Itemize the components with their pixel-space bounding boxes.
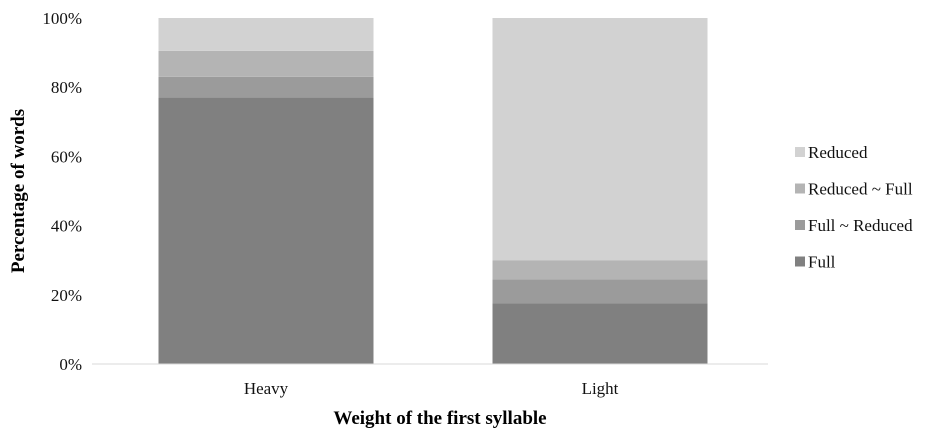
bar-segment-heavy-reduced: [158, 18, 374, 51]
legend-label: Reduced: [808, 143, 868, 162]
legend-swatch: [795, 183, 805, 194]
x-tick-labels: Heavy Light: [244, 379, 619, 398]
legend-item-full-reduced: Full ~ Reduced: [795, 216, 913, 235]
x-axis-title: Weight of the first syllable: [333, 408, 546, 429]
bar-segment-light-reduced-full: [492, 260, 708, 280]
x-tick-label-light: Light: [582, 379, 619, 398]
y-tick-label: 100%: [42, 9, 82, 28]
y-tick-label: 0%: [59, 355, 82, 374]
y-tick-label: 40%: [51, 217, 82, 236]
legend-item-reduced: Reduced: [795, 143, 868, 162]
bar-segment-heavy-full-reduced: [158, 76, 374, 98]
y-tick-label: 60%: [51, 147, 82, 166]
x-tick-label-heavy: Heavy: [244, 379, 289, 398]
y-tick-label: 20%: [51, 286, 82, 305]
legend: Reduced Reduced ~ Full Full ~ Reduced Full: [795, 143, 913, 272]
y-tick-labels: 0% 20% 40% 60% 80% 100%: [42, 9, 82, 374]
y-tick-label: 80%: [51, 78, 82, 97]
legend-swatch: [795, 256, 805, 267]
legend-item-full: Full: [795, 253, 836, 272]
legend-label: Full: [808, 253, 836, 272]
legend-label: Full ~ Reduced: [808, 216, 913, 235]
legend-swatch: [795, 220, 805, 230]
bar-segment-heavy-full: [158, 97, 374, 364]
bar-segment-light-reduced: [492, 18, 708, 261]
bar-segment-heavy-reduced-full: [158, 50, 374, 77]
legend-swatch: [795, 147, 805, 157]
legend-label: Reduced ~ Full: [808, 180, 913, 199]
y-axis-title: Percentage of words: [8, 109, 29, 273]
bars-group: [158, 18, 708, 364]
bar-segment-light-full: [492, 303, 708, 364]
bar-segment-light-full-reduced: [492, 279, 708, 304]
legend-item-reduced-full: Reduced ~ Full: [795, 180, 913, 199]
